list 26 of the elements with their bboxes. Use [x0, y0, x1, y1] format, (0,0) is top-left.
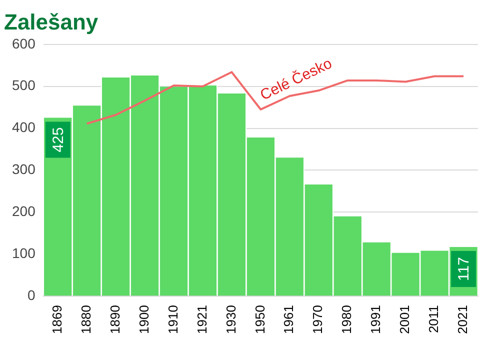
x-tick-label: 1890 [107, 305, 122, 334]
y-tick-label: 500 [12, 77, 36, 94]
y-tick-label: 600 [12, 35, 36, 52]
x-tick-label: 1900 [136, 305, 152, 334]
x-tick-label: 1880 [78, 305, 94, 334]
y-tick-label: 300 [12, 161, 36, 178]
data-label: 425 [50, 127, 67, 152]
x-tick-label: 1991 [368, 305, 384, 334]
x-tick-label: 1869 [49, 305, 64, 334]
x-tick-label: 1961 [281, 305, 296, 334]
x-tick-label: 2001 [397, 305, 412, 334]
x-tick-label: 1930 [223, 305, 238, 334]
y-tick-label: 200 [12, 203, 36, 220]
x-tick-label: 1970 [310, 305, 326, 334]
y-tick-label: 0 [28, 286, 36, 303]
y-tick-label: 400 [12, 119, 36, 136]
data-label: 117 [456, 257, 473, 281]
x-tick-label: 1921 [194, 305, 210, 334]
text: Celé Česko [257, 54, 335, 104]
chart-title: Zalešany [4, 9, 99, 34]
x-tick-label: 1950 [252, 305, 268, 334]
y-tick-label: 100 [12, 244, 36, 261]
x-tick-label: 1910 [165, 305, 180, 334]
x-tick-label: 1980 [339, 305, 354, 334]
x-tick-label: 2021 [455, 305, 470, 334]
x-tick-label: 2011 [426, 305, 442, 334]
